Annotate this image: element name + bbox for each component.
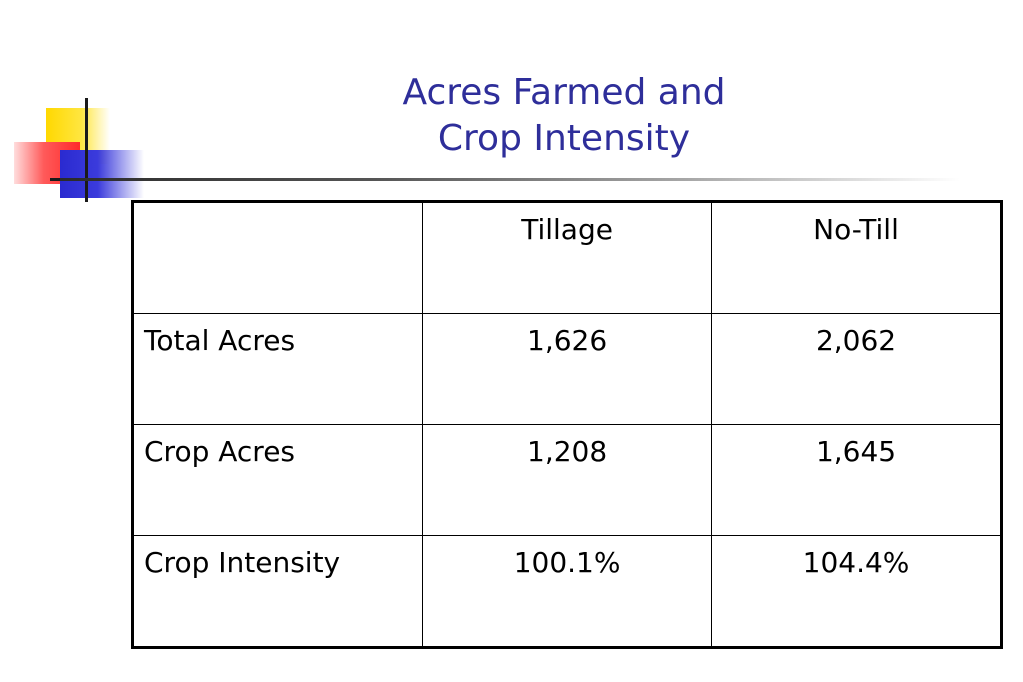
cell-total-acres-tillage: 1,626 [422, 313, 713, 425]
cell-crop-acres-tillage: 1,208 [422, 424, 713, 536]
table-row: Total Acres 1,626 2,062 [131, 313, 1002, 425]
header-cell-tillage: Tillage [422, 201, 713, 314]
acres-table: Tillage No-Till Total Acres 1,626 2,062 … [131, 200, 1003, 649]
cell-crop-intensity-notill: 104.4% [711, 535, 1002, 648]
cell-crop-intensity-tillage: 100.1% [422, 535, 713, 648]
header-cell-notill: No-Till [711, 201, 1002, 314]
table-header-row: Tillage No-Till [131, 201, 1002, 314]
vertical-line-decoration [85, 98, 88, 202]
slide-title-line-2: Crop Intensity [437, 118, 691, 159]
decorative-logo [0, 0, 160, 210]
row-label-total-acres: Total Acres [131, 313, 424, 425]
slide-title-line-1: Acres Farmed and [402, 72, 726, 113]
row-label-crop-acres: Crop Acres [131, 424, 424, 536]
blue-square-decoration [60, 150, 144, 198]
header-cell-empty [131, 201, 424, 314]
title-underline-rule [60, 178, 960, 181]
cell-crop-acres-notill: 1,645 [711, 424, 1002, 536]
table-row: Crop Acres 1,208 1,645 [131, 424, 1002, 536]
slide-title: Acres Farmed and Crop Intensity [300, 70, 828, 162]
cell-total-acres-notill: 2,062 [711, 313, 1002, 425]
table-row: Crop Intensity 100.1% 104.4% [131, 535, 1002, 648]
row-label-crop-intensity: Crop Intensity [131, 535, 424, 648]
